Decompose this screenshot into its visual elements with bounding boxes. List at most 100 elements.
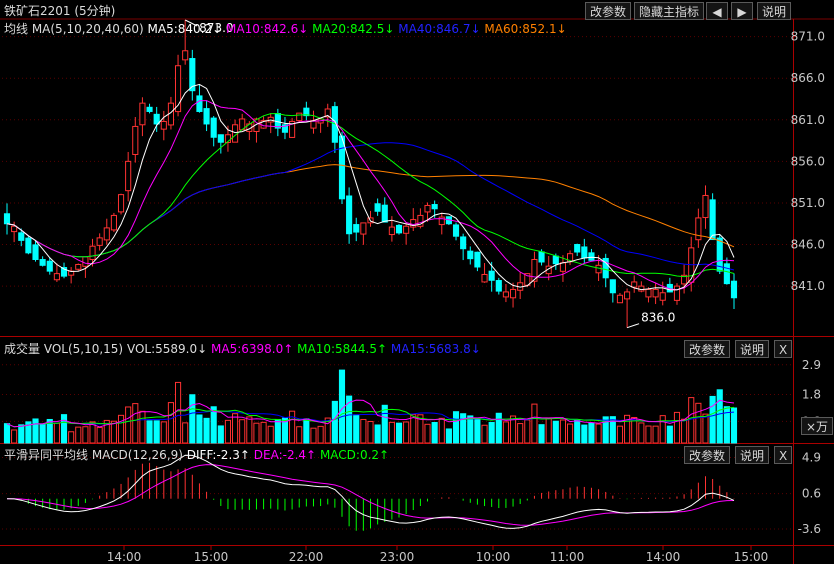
high-price-label: 873.0 (199, 21, 233, 35)
volume-bar (18, 424, 25, 444)
volume-bar (403, 421, 410, 444)
macd-change-params-button[interactable]: 改参数 (684, 446, 731, 464)
candle-body (417, 214, 424, 227)
candle-body (310, 120, 317, 129)
volume-bar (567, 423, 574, 444)
volume-bar (32, 418, 39, 444)
volume-bar (53, 422, 60, 444)
diff-value: DIFF:-2.3↑ (186, 448, 250, 462)
candle-body (174, 65, 182, 113)
candle-body (395, 224, 403, 234)
candle-body (324, 108, 331, 118)
volume-bar (224, 419, 232, 444)
candle-body (18, 232, 25, 241)
candle-body (303, 107, 310, 117)
candle-body (96, 237, 103, 246)
vol-ma10-value: MA10:5844.5↑ (297, 342, 388, 356)
candle-body (581, 246, 588, 259)
volume-bar (659, 415, 666, 444)
candle-body (559, 262, 567, 272)
candle-body (281, 124, 289, 133)
candle-body (624, 291, 631, 300)
ma20-value: MA20:842.5↓ (312, 22, 395, 36)
candle-body (716, 237, 723, 272)
volume-bar (89, 421, 96, 444)
candle-body (723, 263, 730, 285)
volume-bar (538, 424, 545, 444)
candle-body (3, 213, 11, 225)
candle-body (502, 291, 509, 298)
vol-ma5-line (6, 399, 735, 428)
candle-body (75, 263, 82, 270)
volume-bar (182, 422, 189, 444)
time-tick-label: 14:00 (107, 550, 142, 564)
volume-bar (289, 410, 296, 444)
vol-help-button[interactable]: 说明 (735, 340, 770, 358)
candle-body (616, 294, 624, 304)
candle-body (509, 288, 517, 299)
ma-legend: 均线 MA(5,10,20,40,60) MA5:840.2↓ MA10:842… (4, 20, 567, 37)
macd-tick-label: 4.9 (802, 450, 821, 464)
macd-help-button[interactable]: 说明 (735, 446, 770, 464)
volume-bar (388, 421, 395, 444)
volume-bar (616, 425, 624, 444)
volume-bar (260, 421, 267, 444)
dea-value: DEA:-2.4↑ (253, 448, 317, 462)
volume-bar (132, 403, 139, 444)
volume-bar (602, 416, 609, 444)
candle-body (203, 108, 210, 125)
candle-body (538, 251, 545, 263)
candle-body (46, 260, 53, 272)
dea-line (7, 464, 735, 526)
volume-bar (246, 416, 253, 444)
volume-bar (96, 427, 103, 444)
candle-body (602, 257, 609, 279)
volume-bar (702, 413, 709, 444)
candle-body (125, 160, 132, 192)
candle-body (89, 245, 96, 261)
candle-body (695, 217, 702, 241)
volume-bar (452, 411, 460, 444)
vol-ma15-value: MA15:5683.8↓ (390, 342, 481, 356)
macd-close-button[interactable]: X (774, 446, 793, 464)
volume-bar (574, 419, 581, 444)
price-tick-label: 841.0 (791, 279, 825, 293)
scroll-left-button[interactable]: ◀ (706, 2, 728, 20)
time-tick-label: 14:00 (646, 550, 681, 564)
candle-body (388, 226, 395, 236)
volume-bar (688, 397, 695, 444)
volume-bar (624, 414, 631, 444)
candle-body (431, 204, 438, 210)
candle-body (182, 50, 189, 61)
volume-bar (431, 421, 438, 444)
vol-change-params-button[interactable]: 改参数 (684, 340, 731, 358)
candle-body (360, 222, 367, 235)
candle-body (346, 195, 353, 235)
vol-close-button[interactable]: X (774, 340, 793, 358)
price-tick-label: 871.0 (791, 30, 825, 44)
volume-bar (666, 425, 673, 444)
hide-main-indicator-button[interactable]: 隐藏主指标 (634, 2, 705, 20)
candle-body (595, 264, 602, 274)
volume-bar (481, 424, 488, 444)
volume-bar (438, 417, 445, 444)
scroll-right-button[interactable]: ▶ (731, 2, 753, 20)
time-tick-label: 22:00 (289, 550, 324, 564)
change-params-button[interactable]: 改参数 (585, 2, 632, 20)
help-button[interactable]: 说明 (757, 2, 792, 20)
candle-body (210, 117, 217, 138)
volume-bar (467, 415, 474, 444)
candle-body (631, 281, 638, 288)
candle-body (552, 255, 559, 265)
volume-bar (46, 418, 53, 444)
volume-bar (460, 413, 467, 444)
candle-body (488, 270, 495, 281)
volume-bar (189, 394, 196, 444)
candle-body (545, 265, 552, 275)
time-tick-label: 11:00 (550, 550, 585, 564)
volume-bar (360, 418, 367, 444)
candle-body (588, 252, 595, 261)
volume-bar (11, 429, 18, 444)
candle-body (117, 194, 125, 213)
